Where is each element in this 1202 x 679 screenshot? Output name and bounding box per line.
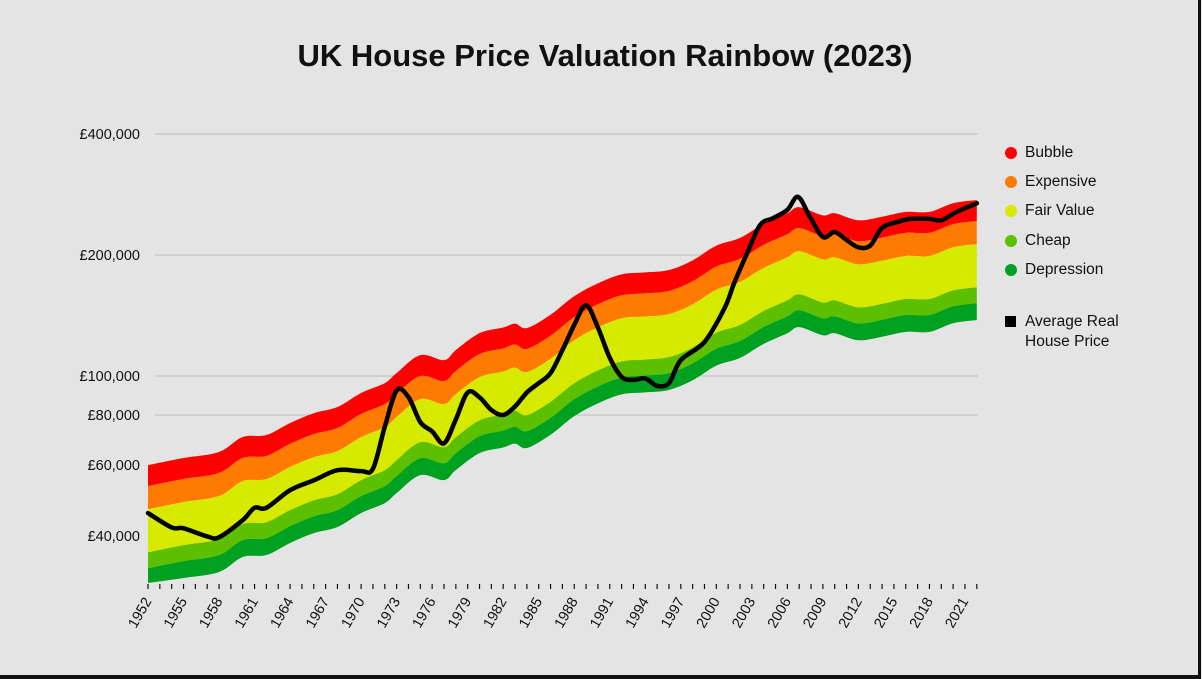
x-tick-label: 1988 (552, 595, 582, 631)
x-tick-label: 1976 (410, 595, 440, 631)
x-tick-label: 2015 (871, 595, 901, 631)
band-fair-value (148, 244, 977, 553)
legend-marker (1005, 146, 1017, 159)
x-tick-label: 1979 (445, 595, 475, 631)
x-tick-label: 1985 (516, 595, 546, 631)
legend-marker (1005, 205, 1017, 218)
legend-marker (1005, 263, 1017, 276)
x-tick-label: 1997 (658, 595, 688, 631)
legend-marker (1005, 234, 1017, 247)
x-tick-label: 2012 (836, 595, 866, 631)
x-tick-label: 1991 (587, 595, 617, 631)
x-tick-label: 2009 (800, 595, 830, 631)
legend-item-bubble: Bubble (1005, 138, 1135, 167)
x-tick-label: 1973 (374, 595, 404, 631)
x-tick-label: 1982 (481, 595, 511, 631)
legend: Bubble Expensive Fair Value Cheap Depres… (1005, 138, 1135, 352)
legend-marker (1005, 316, 1016, 328)
legend-item-expensive: Expensive (1005, 167, 1135, 196)
legend-item-average-price: Average Real House Price (1005, 312, 1135, 352)
band-cheap (148, 287, 977, 569)
band-depression (148, 303, 977, 583)
legend-marker (1005, 175, 1017, 188)
series-line-average-real-house-price (145, 194, 980, 541)
y-tick-label: £80,000 (88, 408, 140, 424)
chart-title: UK House Price Valuation Rainbow (2023) (297, 38, 913, 73)
x-tick-label: 2003 (729, 595, 759, 631)
x-tick-label: 1961 (232, 595, 262, 631)
x-tick-label: 2000 (694, 595, 724, 631)
x-tick-label: 1970 (339, 595, 369, 631)
legend-item-cheap: Cheap (1005, 226, 1135, 255)
x-tick-label: 2018 (907, 595, 937, 631)
band-bubble (148, 200, 977, 487)
x-tick-label: 2021 (942, 595, 972, 631)
y-tick-label: £400,000 (80, 127, 140, 143)
x-tick-label: 1955 (161, 595, 191, 631)
x-tick-label: 1994 (623, 595, 653, 631)
y-tick-label: £40,000 (88, 529, 140, 545)
y-tick-label: £100,000 (80, 369, 140, 385)
x-tick-label: 1952 (125, 595, 155, 631)
band-expensive (148, 220, 977, 510)
y-tick-label: £60,000 (88, 458, 140, 474)
legend-item-fair-value: Fair Value (1005, 197, 1135, 226)
legend-item-depression: Depression (1005, 255, 1135, 284)
x-tick-label: 1964 (268, 595, 298, 631)
x-tick-label: 2006 (765, 595, 795, 631)
y-tick-label: £200,000 (80, 248, 140, 264)
x-tick-label: 1958 (197, 595, 227, 631)
x-tick-label: 1967 (303, 595, 333, 631)
